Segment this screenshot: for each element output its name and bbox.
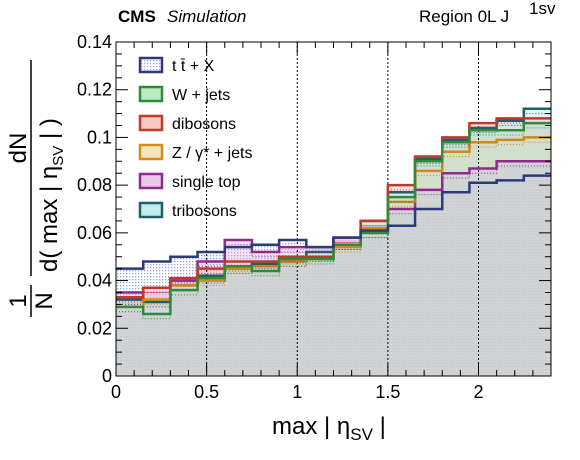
x-axis-title-sub: SV: [350, 425, 373, 444]
y-tick-label: 0.12: [77, 80, 112, 100]
y-axis: 0 0.02 0.04 0.06 0.08 0.1 0.12 0.14: [77, 32, 551, 386]
legend-label-2: dibosons: [172, 116, 236, 133]
y-tick-label: 0.08: [77, 175, 112, 195]
series-line-0: [116, 174, 551, 270]
region-superscript: 1sv: [529, 0, 556, 18]
y-tick-label: 0.04: [77, 271, 112, 291]
series-dotted-1: [116, 127, 551, 320]
legend-label-4: single top: [172, 174, 241, 191]
x-axis-title-end: |: [373, 413, 386, 440]
series-fill-0: [116, 175, 551, 376]
x-tick-label: 2: [473, 382, 483, 402]
x-axis: 0 0.5 1 1.5 2: [111, 42, 552, 402]
region-label: Region 0L J: [419, 7, 509, 26]
y-tick-label: 0: [102, 366, 112, 386]
y-axis-one: 1: [5, 294, 32, 307]
x-axis-title-main: max | η: [272, 413, 350, 440]
x-tick-label: 0: [111, 382, 121, 402]
legend-swatch-4: [138, 172, 164, 190]
x-tick-label: 0.5: [194, 382, 219, 402]
x-tick-label: 1: [292, 382, 302, 402]
y-tick-label: 0.02: [77, 318, 112, 338]
x-tick-label: 1.5: [375, 382, 400, 402]
cms-label: CMS: [118, 7, 156, 26]
y-axis-denominator: d( max | ηSV | ): [36, 118, 67, 272]
legend-label-5: tribosons: [172, 203, 237, 220]
series-outlines: [116, 107, 551, 320]
y-tick-label: 0.14: [77, 32, 112, 52]
legend-swatch-5: [138, 201, 164, 219]
legend-label-3: Z / γ* + jets: [172, 145, 252, 162]
y-axis-den-main: d( max | η: [36, 166, 63, 272]
legend-swatch-1: [138, 85, 164, 103]
legend-swatch-2: [138, 114, 164, 132]
legend-label-0: t t̄ + X: [172, 58, 215, 75]
legend-swatch-0: [138, 56, 164, 74]
y-axis-n: N: [31, 292, 58, 309]
series-fill-4: [116, 161, 551, 376]
x-axis-title: max | ηSV |: [272, 413, 386, 444]
legend-swatch-3: [138, 143, 164, 161]
legend-label-1: W + jets: [172, 87, 230, 104]
simulation-label: Simulation: [167, 7, 246, 26]
y-tick-label: 0.06: [77, 223, 112, 243]
y-axis-den-end: | ): [36, 118, 63, 146]
y-axis-dn: dN: [5, 133, 32, 164]
y-tick-label: 0.1: [87, 127, 112, 147]
legend: t t̄ + X W + jets dibosons Z / γ* + jets sin…: [138, 56, 252, 220]
series-dotted-3: [116, 141, 551, 313]
y-axis-den-sub: SV: [50, 146, 67, 166]
